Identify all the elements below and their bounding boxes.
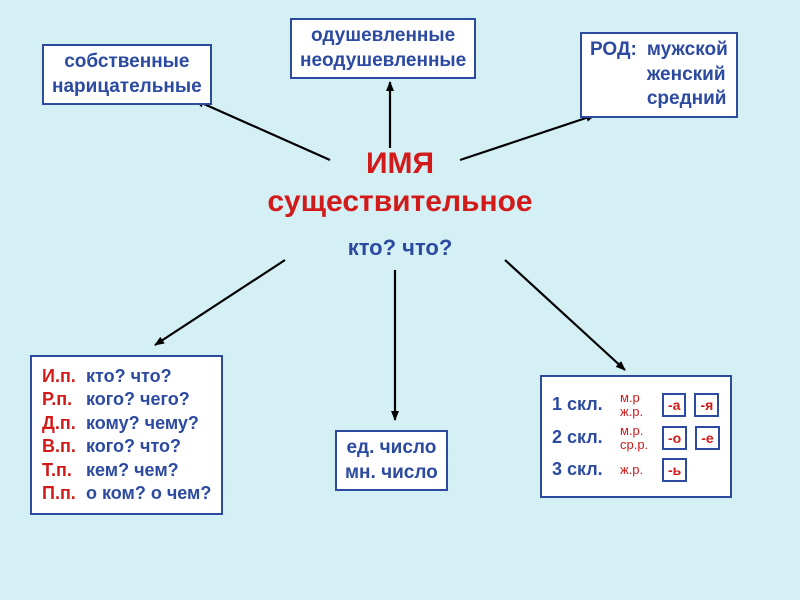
declension-ending: -ь [662,458,687,482]
declension-row: 3 скл. ж.р. -ь [552,458,720,482]
box-cases: И.п. кто? что? Р.п. кого? чего? Д.п. кому? че… [30,355,223,515]
declension-number: 3 скл. [552,458,612,481]
case-abbr: Р.п. [42,388,80,411]
declension-genders: м.р.ср.р. [620,424,654,451]
declension-ending: -е [695,426,719,450]
gender-label: РОД: [590,38,637,63]
case-abbr: П.п. [42,482,80,505]
declension-genders: ж.р. [620,463,654,477]
subtitle: кто? что? [330,235,470,261]
case-row: П.п. о ком? о чем? [42,482,211,505]
case-abbr: Т.п. [42,459,80,482]
number-line1: ед. число [345,436,438,461]
case-row: Р.п. кого? чего? [42,388,211,411]
case-row: Д.п. кому? чему? [42,412,211,435]
case-questions: о ком? о чем? [86,482,211,505]
box-proper-common: собственные нарицательные [42,44,212,105]
central-line2: существительное [250,183,550,221]
gender-item-1: женский [647,64,726,85]
gender-item-0: мужской [647,39,728,60]
declension-ending: -а [662,393,686,417]
case-abbr: В.п. [42,435,80,458]
case-questions: кого? что? [86,435,181,458]
arrow [505,260,625,370]
central-title: ИМЯ существительное [250,145,550,220]
number-line2: мн. число [345,461,438,486]
case-abbr: И.п. [42,365,80,388]
proper-line1: собственные [64,51,189,72]
case-questions: кем? чем? [86,459,179,482]
case-row: И.п. кто? что? [42,365,211,388]
arrow [155,260,285,345]
case-questions: кто? что? [86,365,172,388]
box-declensions: 1 скл. м.рж.р. -а -я 2 скл. м.р.ср.р. -о -е 3 ск… [540,375,732,498]
proper-line2: нарицательные [52,76,202,97]
box-number: ед. число мн. число [335,430,448,491]
declension-number: 2 скл. [552,426,612,449]
case-row: В.п. кого? что? [42,435,211,458]
declension-row: 1 скл. м.рж.р. -а -я [552,391,720,418]
box-animate: одушевленные неодушевленные [290,18,476,79]
case-row: Т.п. кем? чем? [42,459,211,482]
case-questions: кому? чему? [86,412,199,435]
case-questions: кого? чего? [86,388,190,411]
box-gender: РОД: мужской женский средний [580,32,738,118]
case-abbr: Д.п. [42,412,80,435]
gender-item-2: средний [647,88,727,109]
declension-genders: м.рж.р. [620,391,654,418]
declension-number: 1 скл. [552,393,612,416]
declension-ending: -о [662,426,687,450]
central-line1: ИМЯ [250,145,550,183]
animate-line2: неодушевленные [300,50,466,71]
declension-row: 2 скл. м.р.ср.р. -о -е [552,424,720,451]
animate-line1: одушевленные [311,25,455,46]
declension-ending: -я [694,393,719,417]
